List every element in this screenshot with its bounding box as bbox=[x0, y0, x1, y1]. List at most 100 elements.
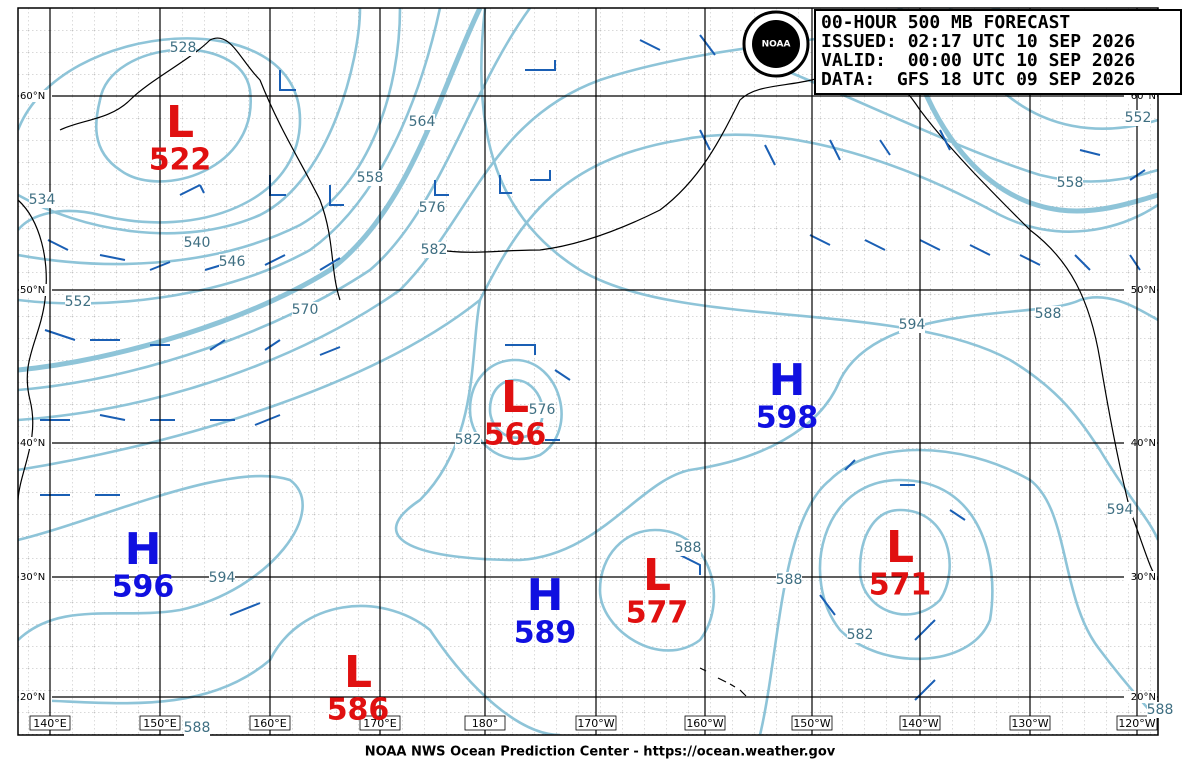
pressure-center-letter: L bbox=[344, 647, 372, 698]
latitude-label: 30°N bbox=[1131, 572, 1156, 583]
noaa-logo: NOAA bbox=[742, 10, 810, 78]
contour-label-bg bbox=[219, 254, 245, 270]
contour-label: 588 bbox=[776, 572, 803, 588]
contour-label-bg bbox=[170, 40, 196, 56]
contour bbox=[488, 378, 545, 439]
logo-disc bbox=[752, 20, 800, 68]
contour bbox=[758, 448, 1158, 735]
pressure-center-value: 566 bbox=[484, 418, 547, 453]
contour-label-bg bbox=[184, 720, 210, 736]
logo-text: NOAA bbox=[762, 40, 791, 50]
contour-label: 582 bbox=[455, 432, 482, 448]
contour-label-bg bbox=[1107, 502, 1133, 518]
longitude-label-bg bbox=[139, 715, 181, 731]
contour bbox=[18, 133, 1158, 472]
latitude-label: 60°N bbox=[1131, 91, 1156, 102]
pressure-center-letter: L bbox=[886, 522, 914, 573]
contour bbox=[598, 528, 716, 652]
latitude-label-bg bbox=[19, 437, 52, 449]
latitude-label: 50°N bbox=[20, 285, 45, 296]
contour-label-bg bbox=[1057, 175, 1083, 191]
longitude-label: 160°E bbox=[253, 717, 286, 730]
latitude-label: 20°N bbox=[1131, 692, 1156, 703]
title-box: 00-HOUR 500 MB FORECAST ISSUED: 02:17 UT… bbox=[814, 9, 1182, 95]
contour-label-bg bbox=[184, 235, 210, 251]
longitude-label-bg bbox=[464, 715, 506, 731]
pressure-center-value: 522 bbox=[149, 143, 212, 178]
contour-label: 534 bbox=[29, 192, 56, 208]
contour-label-bg bbox=[899, 317, 925, 333]
minor-grid bbox=[18, 8, 1158, 735]
latitude-label-bg bbox=[1124, 284, 1157, 296]
coastline bbox=[59, 37, 341, 301]
pressure-center-value: 586 bbox=[327, 693, 390, 728]
longitude-label: 180° bbox=[472, 717, 499, 730]
contour-label-bg bbox=[1125, 110, 1151, 126]
contour bbox=[18, 8, 362, 235]
issued: ISSUED: 02:17 UTC 10 SEP 2026 bbox=[821, 31, 1135, 52]
latitude-label: 40°N bbox=[20, 438, 45, 449]
longitude-label: 140°W bbox=[901, 717, 938, 730]
contour-label: 588 bbox=[1147, 702, 1174, 718]
latitude-label-bg bbox=[19, 691, 52, 703]
contour-label: 570 bbox=[292, 302, 319, 318]
longitude-label: 170°W bbox=[577, 717, 614, 730]
contour-label: 594 bbox=[1107, 502, 1134, 518]
contour bbox=[18, 604, 561, 735]
longitude-label-bg bbox=[249, 715, 291, 731]
latitude-label: 20°N bbox=[20, 692, 45, 703]
map-frame bbox=[17, 7, 1159, 736]
contour-label-bg bbox=[419, 200, 445, 216]
latitude-label: 50°N bbox=[1131, 285, 1156, 296]
contour bbox=[18, 474, 304, 641]
pressure-center-value: 577 bbox=[626, 596, 689, 631]
pressure-center-value: 589 bbox=[514, 616, 577, 651]
longitude-label: 170°E bbox=[363, 717, 396, 730]
contour-label-bg bbox=[847, 627, 873, 643]
contour-label-bg bbox=[776, 572, 802, 588]
contour bbox=[18, 37, 302, 231]
longitude-label: 130°W bbox=[1011, 717, 1048, 730]
contour bbox=[18, 8, 442, 305]
longitude-label-bg bbox=[1116, 715, 1158, 731]
contour-label-bg bbox=[675, 540, 701, 556]
latitude-label-bg bbox=[19, 571, 52, 583]
contour-label: 582 bbox=[421, 242, 448, 258]
contour-label-bg bbox=[455, 432, 481, 448]
contour-label: 552 bbox=[1125, 110, 1152, 126]
longitude-label-bg bbox=[359, 715, 401, 731]
contour-label: 576 bbox=[529, 402, 556, 418]
title: 00-HOUR 500 MB FORECAST bbox=[821, 12, 1070, 33]
contour-label: 564 bbox=[409, 114, 436, 130]
latitude-label-bg bbox=[1124, 437, 1157, 449]
coastline bbox=[18, 199, 47, 501]
valid: VALID: 00:00 UTC 10 SEP 2026 bbox=[821, 50, 1135, 71]
contour-label-bg bbox=[357, 170, 383, 186]
contour-label: 558 bbox=[1057, 175, 1084, 191]
contour-label: 576 bbox=[419, 200, 446, 216]
contour bbox=[818, 478, 994, 661]
latitude-label: 40°N bbox=[1131, 438, 1156, 449]
contour-label-bg bbox=[1035, 306, 1061, 322]
contour-label-bg bbox=[1147, 702, 1173, 718]
contour bbox=[468, 358, 563, 461]
longitude-label: 150°W bbox=[793, 717, 830, 730]
contour-label: 594 bbox=[209, 570, 236, 586]
contour-label: 594 bbox=[899, 317, 926, 333]
longitude-label-bg bbox=[791, 715, 833, 731]
pressure-center-letter: L bbox=[166, 97, 194, 148]
footer: NOAA NWS Ocean Prediction Center - https… bbox=[365, 745, 836, 760]
longitude-label-bg bbox=[29, 715, 71, 731]
contour-label-bg bbox=[65, 294, 91, 310]
contour-label-bg bbox=[292, 302, 318, 318]
contour-label-bg bbox=[529, 402, 555, 418]
contour-label-bg bbox=[29, 192, 55, 208]
contour-label: 582 bbox=[847, 627, 874, 643]
contour bbox=[18, 8, 402, 266]
pressure-center-letter: H bbox=[125, 524, 162, 575]
wind-barbs bbox=[40, 34, 1146, 701]
longitude-label-bg bbox=[684, 715, 726, 731]
longitude-label: 150°E bbox=[143, 717, 176, 730]
